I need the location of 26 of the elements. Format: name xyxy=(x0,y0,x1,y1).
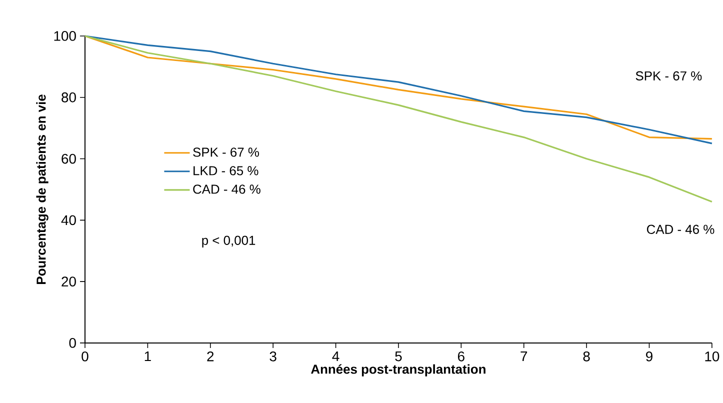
y-tick-label: 20 xyxy=(62,276,76,287)
x-tick-label: 4 xyxy=(332,351,340,362)
legend-label: SPK - 67 % xyxy=(193,148,259,157)
x-axis-title: Années post-transplantation xyxy=(311,364,486,376)
y-tick-label: 80 xyxy=(62,92,76,102)
annotation: SPK - 67 % xyxy=(636,71,702,80)
y-axis-title: Pourcentage de patients en vie xyxy=(36,94,48,284)
x-tick-label: 1 xyxy=(144,351,151,362)
x-tick-label: 9 xyxy=(646,351,652,362)
x-tick-label: 2 xyxy=(207,351,214,362)
line-series xyxy=(84,35,713,203)
legend-label: CAD - 46 % xyxy=(193,184,260,194)
x-tick-label: 7 xyxy=(520,351,528,362)
y-tick-label: 60 xyxy=(62,154,76,164)
x-tick-label: 6 xyxy=(458,351,464,362)
y-tick-label: 40 xyxy=(61,215,76,226)
annotation: p < 0,001 xyxy=(202,236,256,248)
x-tick-label: 8 xyxy=(583,351,590,362)
x-tick-label: 5 xyxy=(395,351,402,362)
x-tick-label: 0 xyxy=(82,351,88,362)
y-tick-label: 100 xyxy=(54,31,76,41)
x-tick-label: 10 xyxy=(705,351,720,362)
legend-label: LKD - 65 % xyxy=(194,166,258,176)
annotation: CAD - 46 % xyxy=(646,224,714,234)
y-tick-label: 0 xyxy=(69,338,76,348)
x-tick-label: 3 xyxy=(270,351,276,362)
